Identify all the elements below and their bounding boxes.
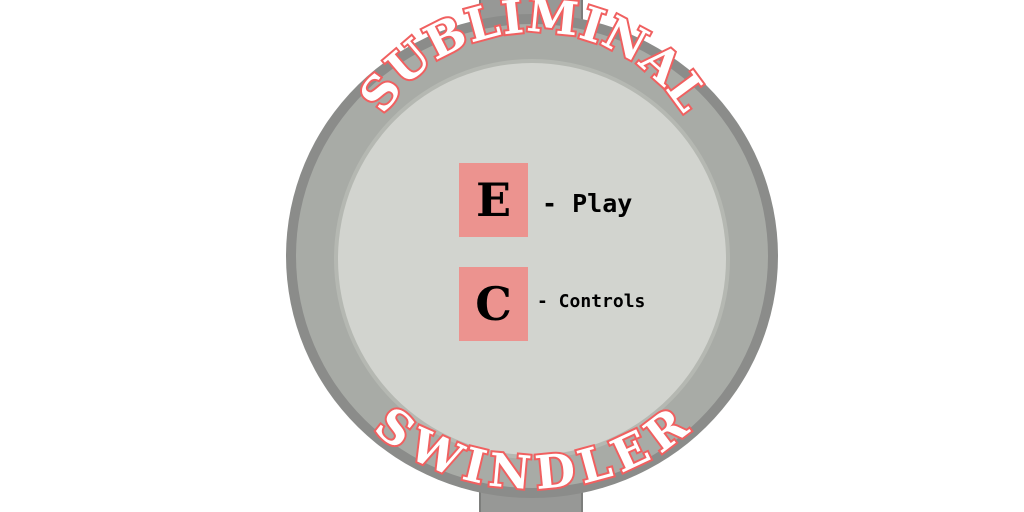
controls-key-c[interactable]: C [459, 267, 528, 341]
dial-face [338, 63, 726, 455]
controls-key-letter: C [475, 277, 512, 331]
play-label: - Play [542, 189, 633, 218]
play-key-e[interactable]: E [459, 163, 528, 237]
controls-label: - Controls [537, 291, 646, 312]
play-key-letter: E [475, 173, 512, 227]
